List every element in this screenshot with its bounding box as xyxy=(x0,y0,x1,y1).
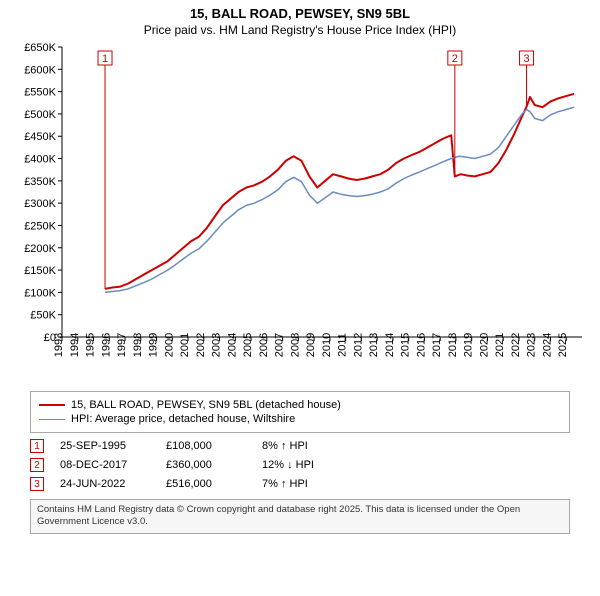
svg-text:2010: 2010 xyxy=(321,333,333,357)
svg-text:1996: 1996 xyxy=(100,333,112,357)
svg-text:£250K: £250K xyxy=(24,220,56,232)
legend-label: HPI: Average price, detached house, Wilt… xyxy=(71,413,295,425)
chart-area: £0£50K£100K£150K£200K£250K£300K£350K£400… xyxy=(10,43,590,383)
svg-text:1995: 1995 xyxy=(85,333,97,357)
svg-text:2007: 2007 xyxy=(274,333,286,357)
svg-text:2: 2 xyxy=(452,53,458,65)
legend: 15, BALL ROAD, PEWSEY, SN9 5BL (detached… xyxy=(30,391,570,433)
svg-text:2012: 2012 xyxy=(352,333,364,357)
svg-text:£650K: £650K xyxy=(24,43,56,54)
event-row: 1 25-SEP-1995 £108,000 8% ↑ HPI xyxy=(30,439,570,453)
svg-text:2006: 2006 xyxy=(258,333,270,357)
legend-swatch xyxy=(39,419,65,420)
svg-text:£450K: £450K xyxy=(24,131,56,143)
event-date: 08-DEC-2017 xyxy=(60,459,150,471)
event-row: 2 08-DEC-2017 £360,000 12% ↓ HPI xyxy=(30,458,570,472)
svg-text:£50K: £50K xyxy=(30,310,56,322)
chart-svg: £0£50K£100K£150K£200K£250K£300K£350K£400… xyxy=(10,43,590,383)
svg-text:£200K: £200K xyxy=(24,243,56,255)
svg-text:2017: 2017 xyxy=(431,333,443,357)
event-delta: 7% ↑ HPI xyxy=(262,478,308,490)
svg-text:2002: 2002 xyxy=(195,333,207,357)
event-delta: 12% ↓ HPI xyxy=(262,459,314,471)
svg-text:2011: 2011 xyxy=(337,333,349,357)
event-price: £516,000 xyxy=(166,478,246,490)
events-table: 1 25-SEP-1995 £108,000 8% ↑ HPI 2 08-DEC-2017… xyxy=(30,439,570,491)
svg-text:£300K: £300K xyxy=(24,198,56,210)
svg-text:1999: 1999 xyxy=(148,333,160,357)
event-price: £360,000 xyxy=(166,459,246,471)
svg-text:1: 1 xyxy=(102,53,108,65)
svg-text:£350K: £350K xyxy=(24,176,56,188)
svg-text:2004: 2004 xyxy=(226,333,238,357)
svg-text:£100K: £100K xyxy=(24,287,56,299)
svg-text:2018: 2018 xyxy=(447,333,459,357)
svg-text:2022: 2022 xyxy=(510,333,522,357)
svg-text:2020: 2020 xyxy=(478,333,490,357)
svg-text:£550K: £550K xyxy=(24,87,56,99)
svg-text:2005: 2005 xyxy=(242,333,254,357)
svg-text:2015: 2015 xyxy=(400,333,412,357)
svg-text:2019: 2019 xyxy=(463,333,475,357)
svg-text:2016: 2016 xyxy=(415,333,427,357)
legend-swatch xyxy=(39,404,65,406)
svg-text:£600K: £600K xyxy=(24,64,56,76)
legend-label: 15, BALL ROAD, PEWSEY, SN9 5BL (detached… xyxy=(71,399,341,411)
event-marker-number: 1 xyxy=(30,439,44,453)
svg-text:2003: 2003 xyxy=(211,333,223,357)
event-date: 24-JUN-2022 xyxy=(60,478,150,490)
svg-text:3: 3 xyxy=(523,53,529,65)
svg-text:2001: 2001 xyxy=(179,333,191,357)
legend-item: 15, BALL ROAD, PEWSEY, SN9 5BL (detached… xyxy=(39,399,561,411)
svg-text:2014: 2014 xyxy=(384,333,396,357)
event-delta: 8% ↑ HPI xyxy=(262,440,308,452)
svg-text:2013: 2013 xyxy=(368,333,380,357)
svg-text:1994: 1994 xyxy=(69,333,81,357)
footer-note: Contains HM Land Registry data © Crown c… xyxy=(30,499,570,534)
svg-text:£500K: £500K xyxy=(24,109,56,121)
chart-subtitle: Price paid vs. HM Land Registry's House … xyxy=(0,23,600,37)
event-marker-number: 2 xyxy=(30,458,44,472)
event-marker-number: 3 xyxy=(30,477,44,491)
legend-item: HPI: Average price, detached house, Wilt… xyxy=(39,413,561,425)
svg-text:1997: 1997 xyxy=(116,333,128,357)
event-row: 3 24-JUN-2022 £516,000 7% ↑ HPI xyxy=(30,477,570,491)
svg-text:1993: 1993 xyxy=(53,333,65,357)
event-price: £108,000 xyxy=(166,440,246,452)
svg-text:2025: 2025 xyxy=(557,333,569,357)
svg-text:2021: 2021 xyxy=(494,333,506,357)
event-date: 25-SEP-1995 xyxy=(60,440,150,452)
svg-text:2009: 2009 xyxy=(305,333,317,357)
svg-text:£150K: £150K xyxy=(24,265,56,277)
svg-text:2024: 2024 xyxy=(541,333,553,357)
svg-text:2008: 2008 xyxy=(289,333,301,357)
svg-text:£400K: £400K xyxy=(24,154,56,166)
svg-text:2000: 2000 xyxy=(163,333,175,357)
svg-text:1998: 1998 xyxy=(132,333,144,357)
chart-title: 15, BALL ROAD, PEWSEY, SN9 5BL xyxy=(0,6,600,21)
svg-text:2023: 2023 xyxy=(526,333,538,357)
